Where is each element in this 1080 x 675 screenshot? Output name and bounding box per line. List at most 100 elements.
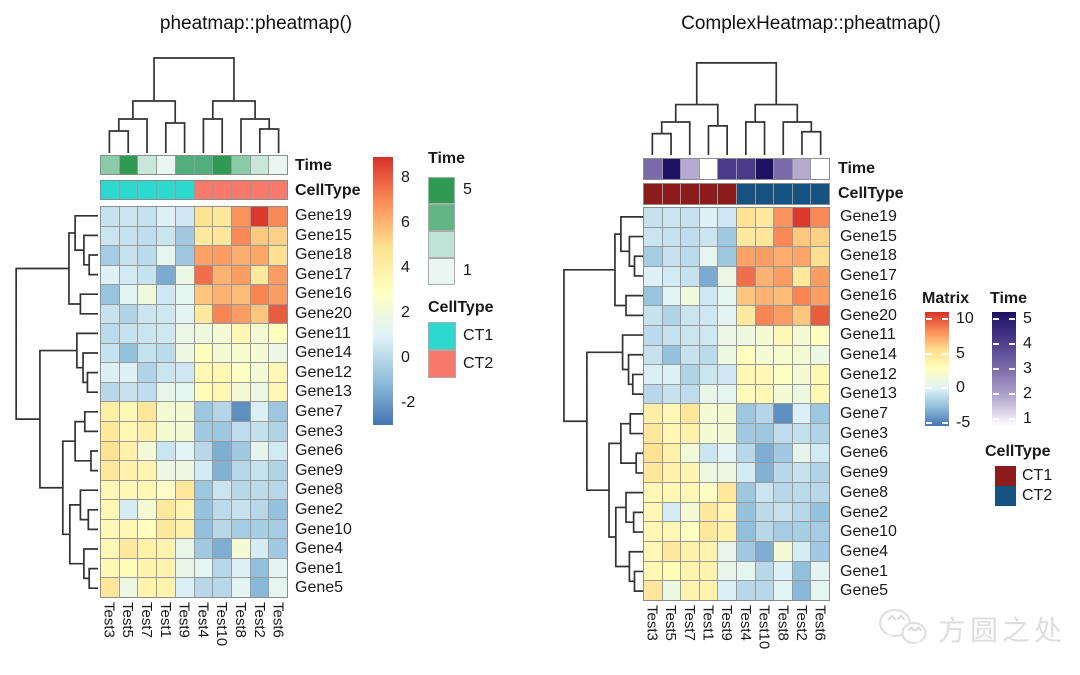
heatmap-cell <box>175 402 194 422</box>
heatmap-cell <box>644 443 662 463</box>
column-dendrogram <box>651 62 822 155</box>
heatmap-cell <box>175 207 194 226</box>
gene-label: Gene19 <box>840 208 897 225</box>
heatmap-cell <box>737 424 755 443</box>
celltype-annotation-cell <box>681 184 699 204</box>
heatmap-cell <box>269 422 287 441</box>
heatmap-cell <box>792 424 811 443</box>
heatmap-cell <box>119 402 138 422</box>
heatmap-cell <box>662 404 681 424</box>
heatmap-cell <box>194 402 213 422</box>
gene-label: Gene7 <box>295 403 344 420</box>
heatmap-cell <box>718 306 736 325</box>
right-panel-title: ComplexHeatmap::pheatmap() <box>681 13 941 34</box>
heatmap-cell <box>101 304 119 324</box>
heatmap-cell <box>718 365 736 384</box>
heatmap-cell <box>269 343 287 363</box>
heatmap-cell <box>681 365 699 384</box>
heatmap-cell <box>138 343 157 363</box>
heatmap-cell <box>681 424 699 443</box>
heatmap-cell <box>737 325 755 345</box>
heatmap-cell <box>811 384 829 404</box>
sample-label: Test4 <box>736 605 754 641</box>
heatmap-cell <box>175 480 194 500</box>
colorbar-tick-mark <box>1009 342 1015 345</box>
gene-label: Gene12 <box>840 365 897 383</box>
heatmap-cell <box>250 402 269 422</box>
gene-label: Gene13 <box>295 383 352 401</box>
gene-label: Gene7 <box>840 405 889 422</box>
heatmap-cell <box>269 519 287 539</box>
heatmap-cell <box>755 404 774 424</box>
time-annotation-cell <box>755 159 774 179</box>
gene-label: Gene10 <box>840 523 897 541</box>
colorbar-tick-mark <box>926 317 932 320</box>
heatmap-cell <box>157 226 175 246</box>
heatmap-cell <box>755 443 774 463</box>
time-annotation-cell <box>231 156 250 174</box>
sample-label: Test5 <box>662 605 680 641</box>
heatmap-cell <box>662 325 681 345</box>
gene-label: Gene18 <box>840 247 897 265</box>
heatmap-cell <box>811 286 829 306</box>
heatmap-cell <box>119 363 138 382</box>
sample-label: Test8 <box>774 605 792 641</box>
heatmap-cell <box>811 561 829 581</box>
heatmap-cell <box>138 402 157 422</box>
heatmap-cell <box>662 424 681 443</box>
heatmap-cell <box>119 461 138 480</box>
heatmap-cell <box>269 539 287 558</box>
heatmap-cell <box>699 286 718 306</box>
time-legend-swatch <box>428 258 455 285</box>
time-annotation-cell <box>138 156 157 174</box>
heatmap-cell <box>699 463 718 483</box>
heatmap-cell <box>138 558 157 578</box>
heatmap-cell <box>718 227 736 247</box>
heatmap-cell <box>755 247 774 266</box>
sample-label: Test4 <box>194 602 212 638</box>
heatmap-cell <box>101 343 119 363</box>
heatmap-cell <box>718 502 736 522</box>
heatmap-cell <box>699 306 718 325</box>
time-annotation-row <box>100 155 288 175</box>
heatmap-cell <box>755 483 774 502</box>
heatmap-cell <box>194 500 213 519</box>
heatmap-cell <box>101 441 119 461</box>
heatmap-cell <box>662 561 681 581</box>
colorbar-tick-label: 4 <box>401 258 410 276</box>
heatmap-cell <box>213 343 231 363</box>
time-annotation-cell <box>774 159 792 179</box>
heatmap-cell <box>194 226 213 246</box>
heatmap-cell <box>269 500 287 519</box>
gene-label: Gene14 <box>840 345 897 363</box>
heatmap-cell <box>755 463 774 483</box>
heatmap-cell <box>662 522 681 542</box>
heatmap-cell <box>737 483 755 502</box>
heatmap-cell <box>213 402 231 422</box>
heatmap-cell <box>755 286 774 306</box>
time-annotation-cell <box>213 156 231 174</box>
heatmap-cell <box>119 343 138 363</box>
heatmap-cell <box>811 483 829 502</box>
heatmap-cell <box>213 382 231 402</box>
heatmap-cell <box>175 324 194 343</box>
time-annotation-cell <box>718 159 736 179</box>
heatmap-cell <box>644 483 662 502</box>
heatmap-cell <box>138 265 157 285</box>
heatmap-cell <box>718 522 736 542</box>
heatmap-grid <box>100 206 288 598</box>
heatmap-cell <box>269 441 287 461</box>
heatmap-cell <box>792 286 811 306</box>
heatmap-cell <box>774 404 792 424</box>
sample-label: Test9 <box>175 602 193 638</box>
time-legend-max-label: 5 <box>463 181 472 198</box>
heatmap-cell <box>138 285 157 304</box>
time-annotation-cell <box>737 159 755 179</box>
heatmap-cell <box>213 519 231 539</box>
heatmap-cell <box>718 483 736 502</box>
heatmap-cell <box>792 365 811 384</box>
time-annotation-cell <box>644 159 662 179</box>
heatmap-cell <box>175 578 194 597</box>
sample-label: Test2 <box>250 602 268 638</box>
